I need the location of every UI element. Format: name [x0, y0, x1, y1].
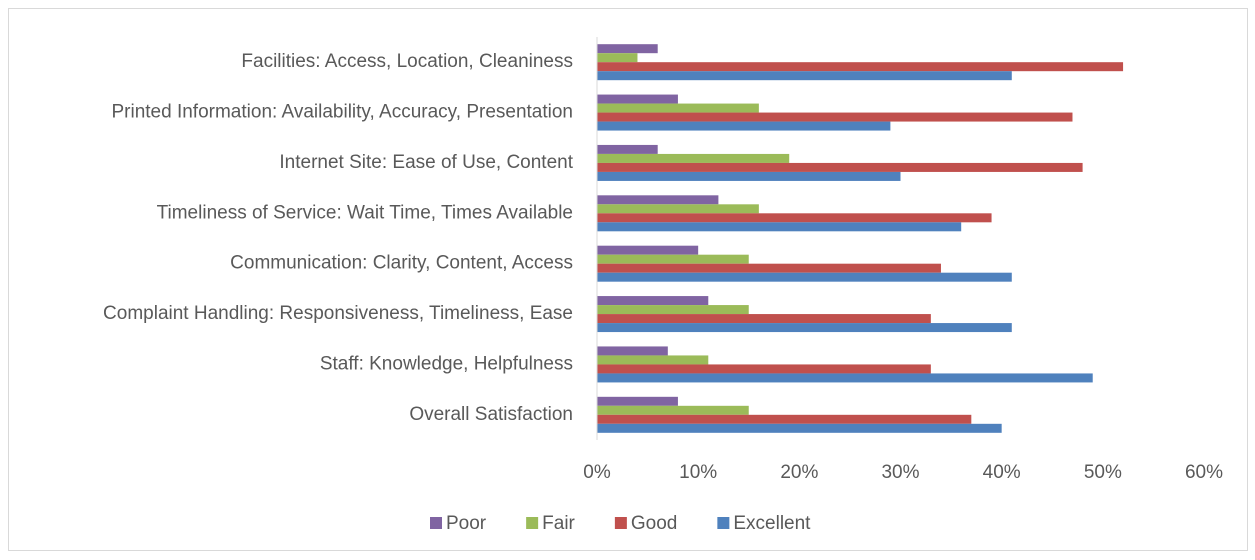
bar: [597, 171, 901, 181]
y-tick-label: Staff: Knowledge, Helpfulness: [320, 353, 573, 374]
bar: [597, 71, 1012, 81]
y-tick-label: Complaint Handling: Responsiveness, Time…: [103, 303, 573, 324]
y-tick-label: Timeliness of Service: Wait Time, Times …: [157, 202, 573, 223]
bar: [597, 305, 749, 315]
bar: [597, 414, 972, 424]
legend-swatch: [614, 517, 627, 529]
bar: [597, 254, 749, 264]
bar: [597, 355, 709, 365]
bar: [597, 62, 1124, 72]
bar: [597, 103, 759, 113]
x-tick-label: 0%: [583, 462, 611, 483]
bar: [597, 323, 1012, 333]
bar: [597, 94, 678, 104]
x-tick-label: 50%: [1084, 462, 1122, 483]
bar: [597, 53, 638, 63]
y-tick-label: Communication: Clarity, Content, Access: [230, 253, 573, 274]
bar: [597, 373, 1093, 383]
bar: [597, 222, 962, 232]
legend-swatch: [717, 517, 730, 529]
y-tick-label: Facilities: Access, Location, Cleaniness: [241, 51, 573, 72]
x-tick-label: 60%: [1185, 462, 1223, 483]
bar: [597, 263, 941, 273]
legend-swatch: [430, 517, 442, 529]
bar: [597, 296, 709, 306]
bar: [597, 121, 891, 131]
x-tick-label: 30%: [881, 462, 919, 483]
bar: [597, 314, 931, 324]
y-tick-label: Printed Information: Availability, Accur…: [111, 102, 573, 123]
bar: [597, 405, 749, 415]
bar: [597, 162, 1083, 172]
bar: [597, 245, 699, 255]
y-tick-label: Overall Satisfaction: [409, 404, 573, 425]
bar: [597, 213, 992, 223]
bar: [597, 364, 931, 374]
x-tick-label: 10%: [679, 462, 717, 483]
legend-label: Excellent: [733, 513, 811, 534]
x-tick-label: 20%: [780, 462, 818, 483]
bar: [597, 144, 658, 154]
legend-label: Poor: [446, 513, 487, 534]
bar: [597, 423, 1002, 433]
bar: [597, 112, 1073, 122]
y-tick-label: Internet Site: Ease of Use, Content: [279, 152, 573, 173]
legend-label: Fair: [542, 513, 575, 534]
bar: [597, 153, 790, 163]
bar: [597, 346, 668, 356]
x-tick-label: 40%: [983, 462, 1021, 483]
bar: [597, 44, 658, 54]
bar: [597, 272, 1012, 282]
bar: [597, 204, 759, 214]
bar: [597, 396, 678, 406]
bar: [597, 195, 719, 205]
legend-label: Good: [631, 513, 677, 534]
legend-swatch: [526, 517, 539, 529]
